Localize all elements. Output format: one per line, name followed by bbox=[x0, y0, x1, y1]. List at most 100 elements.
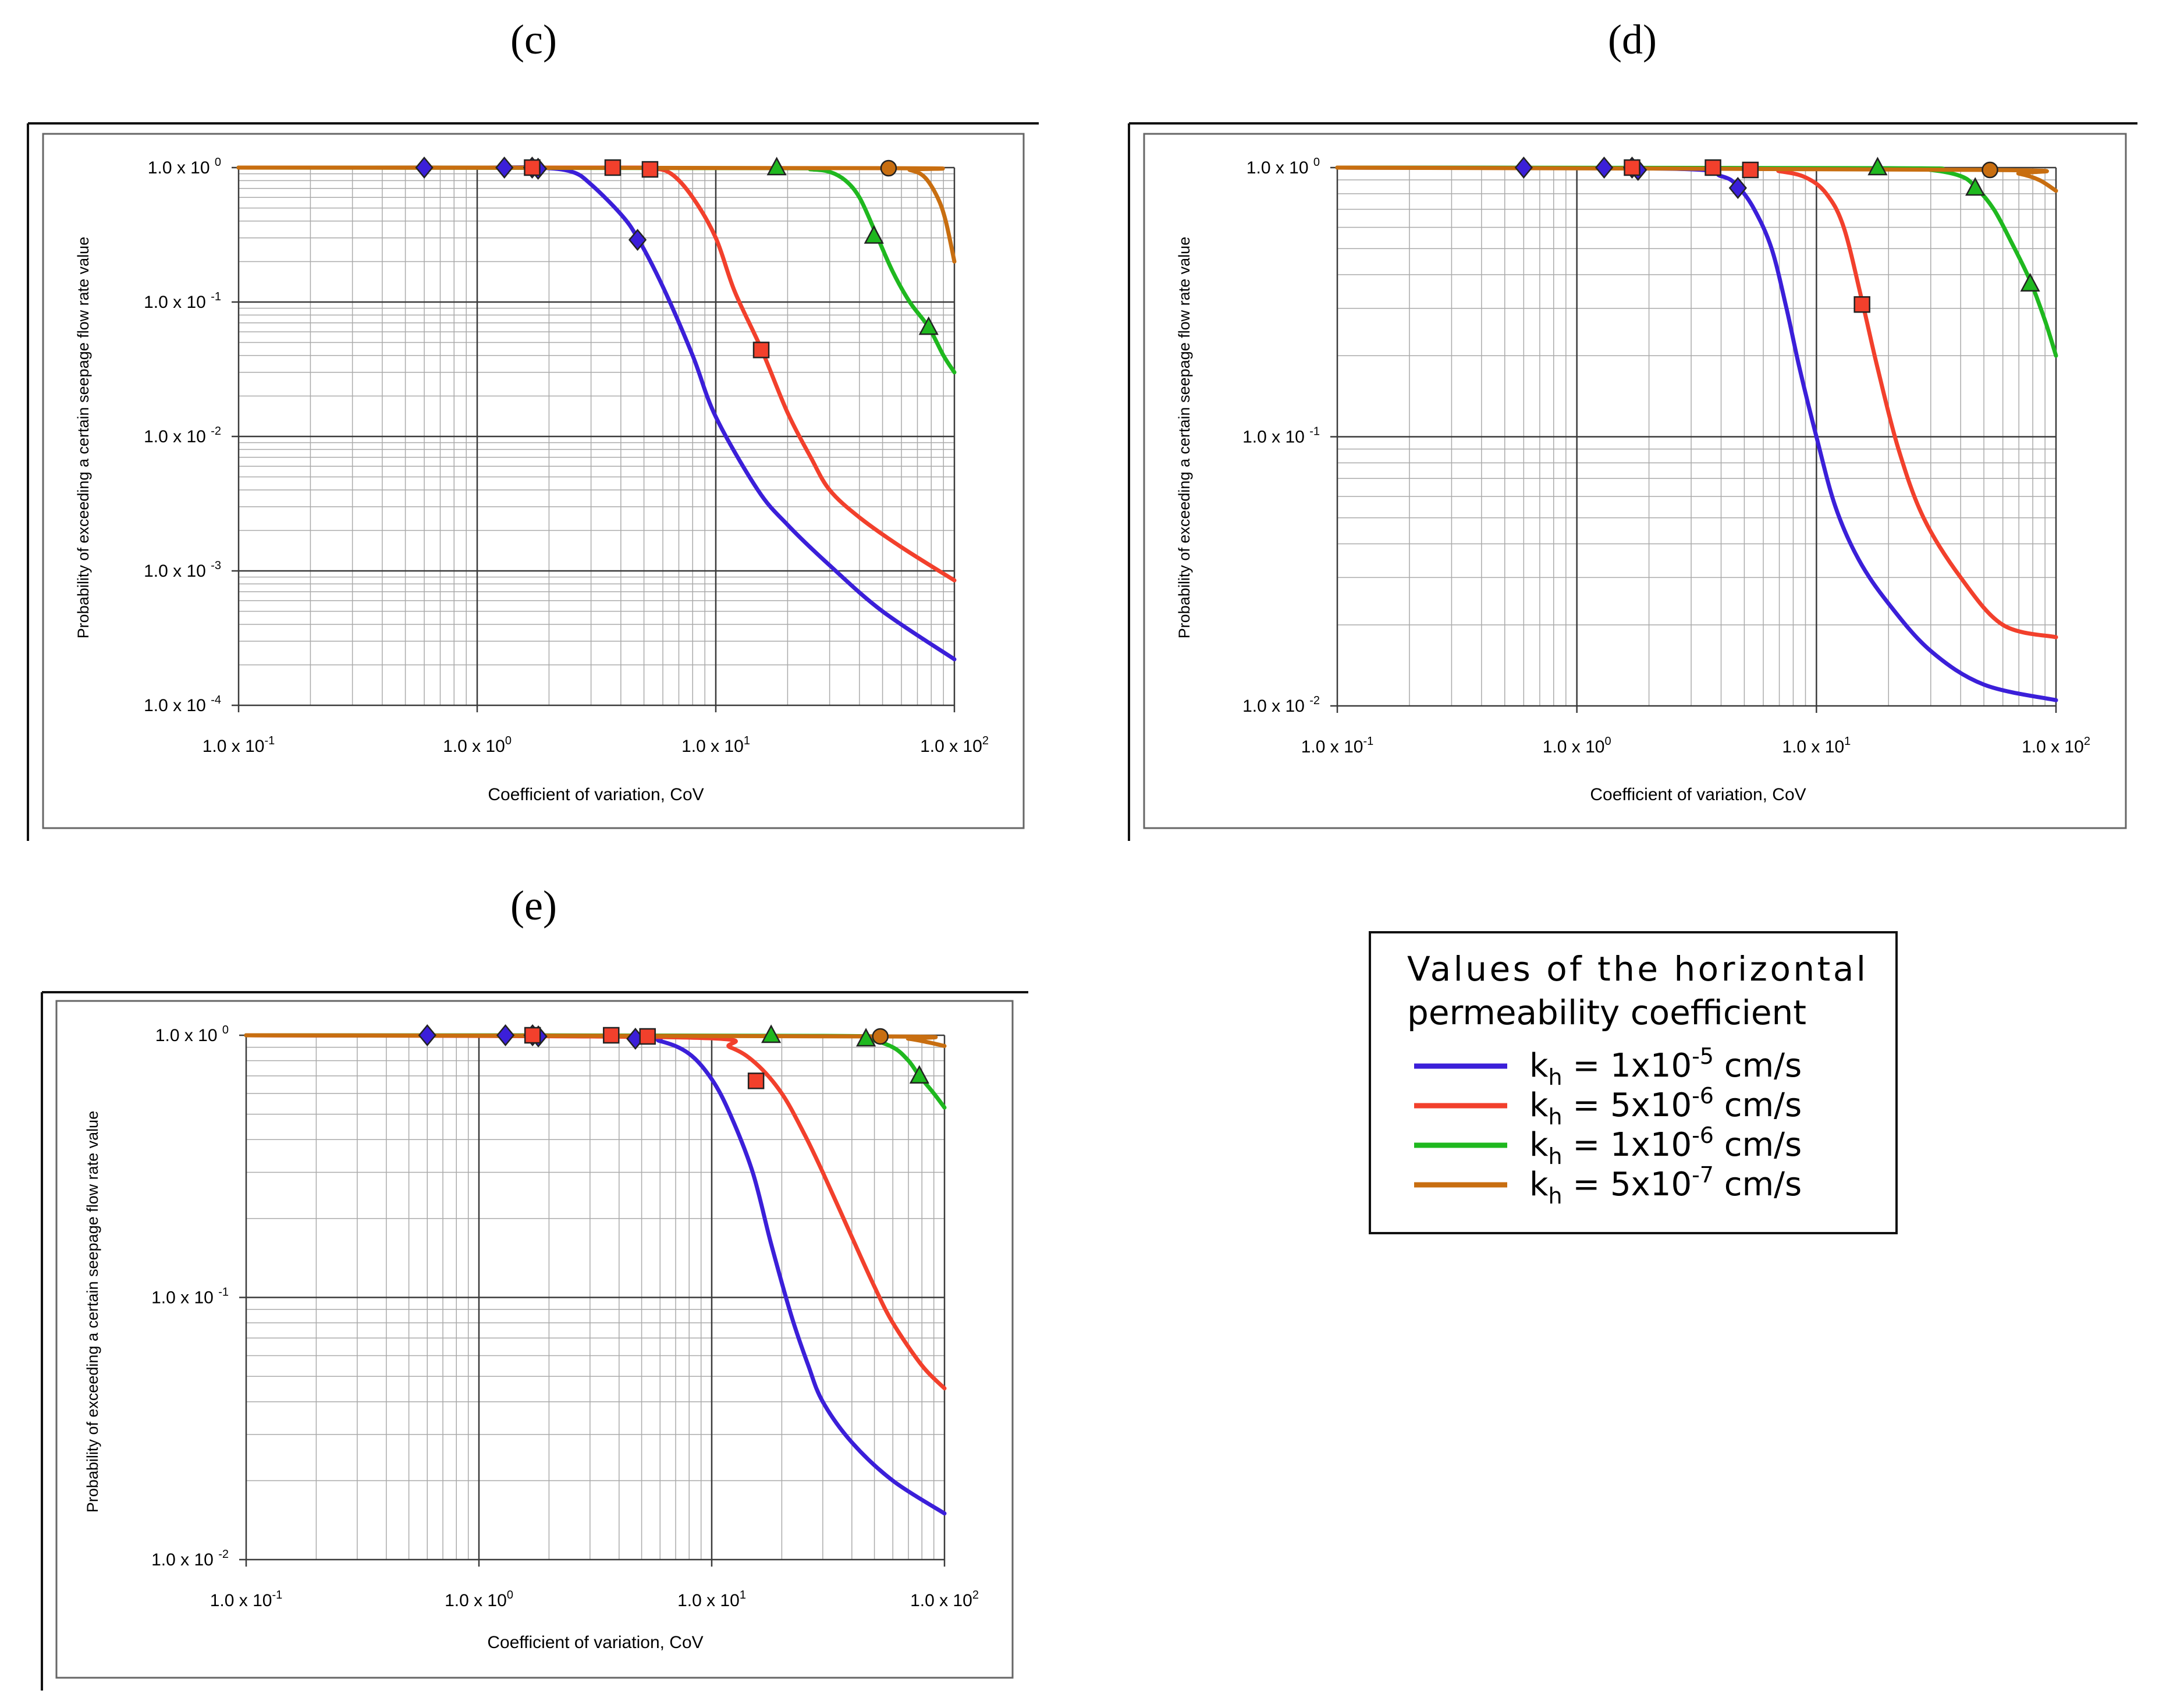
marker-triangle bbox=[2020, 273, 2040, 292]
chart-d-xlabel: Coefficient of variation, CoV bbox=[1590, 785, 1806, 804]
marker-triangle bbox=[1867, 157, 1888, 176]
marker-diamond bbox=[628, 229, 647, 251]
x-tick-exponent: 0 bbox=[507, 1589, 513, 1602]
x-tick-exponent: -1 bbox=[264, 734, 275, 747]
marker-square bbox=[1624, 159, 1640, 176]
legend-exponent: -7 bbox=[1692, 1162, 1714, 1188]
x-tick-label: 1.0 x 10-1 bbox=[1301, 735, 1374, 757]
marker-square bbox=[1853, 296, 1870, 313]
x-tick-label: 1.0 x 102 bbox=[920, 734, 989, 756]
y-tick-label: 1.0 x 10 -1 bbox=[1242, 425, 1320, 447]
x-tick-label: 1.0 x 10-1 bbox=[210, 1589, 283, 1610]
marker-diamond bbox=[1595, 157, 1614, 179]
y-tick-label: 1.0 x 10 -4 bbox=[144, 694, 221, 715]
marker-diamond bbox=[418, 1024, 436, 1046]
chart-e-ylabel: Probability of exceeding a certain seepa… bbox=[84, 1111, 101, 1512]
marker-diamond bbox=[496, 1024, 515, 1046]
y-tick-exponent: -4 bbox=[211, 694, 221, 706]
x-tick-label: 1.0 x 100 bbox=[1543, 735, 1611, 757]
y-tick-exponent: -1 bbox=[218, 1286, 229, 1299]
marker-diamond bbox=[1514, 157, 1533, 179]
y-tick-exponent: -3 bbox=[211, 559, 221, 572]
chart-panel-c: 1.0 x 10-1 1.0 x 100 1.0 x 101 1.0 x 102 1.0… bbox=[27, 122, 1039, 841]
y-tick-exponent: -2 bbox=[218, 1548, 229, 1561]
legend-unit: cm/s bbox=[1714, 1086, 1802, 1124]
y-tick-label: 1.0 x 10 -2 bbox=[1242, 694, 1320, 716]
x-tick-exponent: 1 bbox=[740, 1589, 746, 1602]
chart-panel-e: 1.0 x 10-1 1.0 x 100 1.0 x 101 1.0 x 102 1.0… bbox=[41, 991, 1028, 1691]
y-tick-exponent: 0 bbox=[1313, 156, 1320, 169]
chart-e-plot: 1.0 x 10-1 1.0 x 100 1.0 x 101 1.0 x 102 1.0… bbox=[151, 1024, 979, 1610]
y-tick-label: 1.0 x 10 0 bbox=[148, 156, 221, 177]
marker-diamond bbox=[415, 157, 434, 179]
legend-label: kh = 5x10-6 cm/s bbox=[1529, 1083, 1802, 1130]
legend-exponent: -6 bbox=[1692, 1123, 1714, 1148]
marker-square bbox=[1705, 159, 1721, 176]
chart-e-frame bbox=[55, 1000, 1014, 1679]
chart-d-ylabel: Probability of exceeding a certain seepa… bbox=[1176, 237, 1193, 638]
panel-label-e: (e) bbox=[510, 882, 557, 929]
marker-triangle bbox=[766, 157, 787, 176]
marker-circle bbox=[1982, 161, 1998, 179]
chart-c-ylabel: Probability of exceeding a certain seepa… bbox=[74, 237, 92, 638]
legend-subscript: h bbox=[1548, 1104, 1562, 1130]
panel-label-c: (c) bbox=[510, 16, 557, 63]
y-tick-exponent: 0 bbox=[222, 1024, 229, 1036]
x-tick-label: 1.0 x 101 bbox=[1782, 735, 1851, 757]
marker-triangle bbox=[909, 1065, 929, 1084]
marker-square bbox=[1742, 161, 1759, 179]
y-tick-label: 1.0 x 10 -2 bbox=[151, 1548, 229, 1569]
x-tick-label: 1.0 x 100 bbox=[445, 1589, 513, 1610]
legend-title-line2: permeability coefficient bbox=[1407, 993, 1806, 1032]
chart-c-frame bbox=[42, 133, 1025, 829]
chart-d-plot: 1.0 x 10-1 1.0 x 100 1.0 x 101 1.0 x 102 1.0… bbox=[1242, 156, 2090, 757]
x-tick-exponent: 0 bbox=[505, 734, 512, 747]
legend-subscript: h bbox=[1548, 1144, 1562, 1169]
marker-diamond bbox=[1728, 177, 1747, 199]
marker-square bbox=[524, 1027, 541, 1044]
marker-circle bbox=[872, 1028, 889, 1045]
legend-k: k bbox=[1529, 1047, 1549, 1085]
x-tick-exponent: 2 bbox=[2084, 735, 2090, 748]
legend-exponent: -5 bbox=[1692, 1043, 1714, 1069]
chart-c-plot: 1.0 x 10-1 1.0 x 100 1.0 x 101 1.0 x 102 1.0… bbox=[144, 156, 989, 756]
legend: Values of the horizontal permeability co… bbox=[1369, 931, 1898, 1234]
series-line-4 bbox=[244, 1033, 947, 1048]
legend-label: kh = 1x10-5 cm/s bbox=[1529, 1043, 1802, 1090]
x-tick-label: 1.0 x 10-1 bbox=[203, 734, 275, 756]
y-tick-label: 1.0 x 10 0 bbox=[1247, 156, 1320, 177]
marker-square bbox=[603, 1027, 620, 1044]
series-line-4 bbox=[1335, 165, 2058, 193]
legend-label: kh = 5x10-7 cm/s bbox=[1529, 1162, 1802, 1209]
y-tick-exponent: -2 bbox=[211, 425, 221, 438]
x-tick-exponent: -1 bbox=[1363, 735, 1373, 748]
legend-value: = 5x10 bbox=[1563, 1166, 1692, 1203]
y-tick-exponent: -1 bbox=[211, 290, 221, 303]
marker-square bbox=[752, 342, 770, 358]
marker-square bbox=[639, 1028, 656, 1045]
chart-d-frame bbox=[1143, 133, 2127, 829]
marker-diamond bbox=[495, 157, 514, 179]
x-tick-exponent: 0 bbox=[1604, 735, 1611, 748]
marker-square bbox=[524, 159, 541, 176]
x-tick-exponent: 1 bbox=[744, 734, 750, 747]
marker-triangle bbox=[864, 225, 884, 244]
legend-value: = 1x10 bbox=[1563, 1126, 1692, 1164]
marker-circle bbox=[880, 159, 897, 177]
y-tick-label: 1.0 x 10 -3 bbox=[144, 559, 221, 581]
x-tick-label: 1.0 x 102 bbox=[910, 1589, 979, 1610]
chart-e-xlabel: Coefficient of variation, CoV bbox=[487, 1633, 703, 1652]
marker-triangle bbox=[918, 316, 939, 335]
legend-k: k bbox=[1529, 1126, 1549, 1164]
legend-unit: cm/s bbox=[1714, 1126, 1802, 1164]
x-tick-exponent: 1 bbox=[1844, 735, 1851, 748]
legend-value: = 1x10 bbox=[1563, 1047, 1692, 1085]
x-tick-label: 1.0 x 101 bbox=[681, 734, 750, 756]
legend-k: k bbox=[1529, 1166, 1549, 1203]
legend-subscript: h bbox=[1548, 1183, 1562, 1209]
x-tick-exponent: -1 bbox=[272, 1589, 282, 1602]
chart-c-xlabel: Coefficient of variation, CoV bbox=[488, 785, 704, 804]
marker-square bbox=[641, 161, 659, 178]
legend-value: = 5x10 bbox=[1563, 1086, 1692, 1124]
